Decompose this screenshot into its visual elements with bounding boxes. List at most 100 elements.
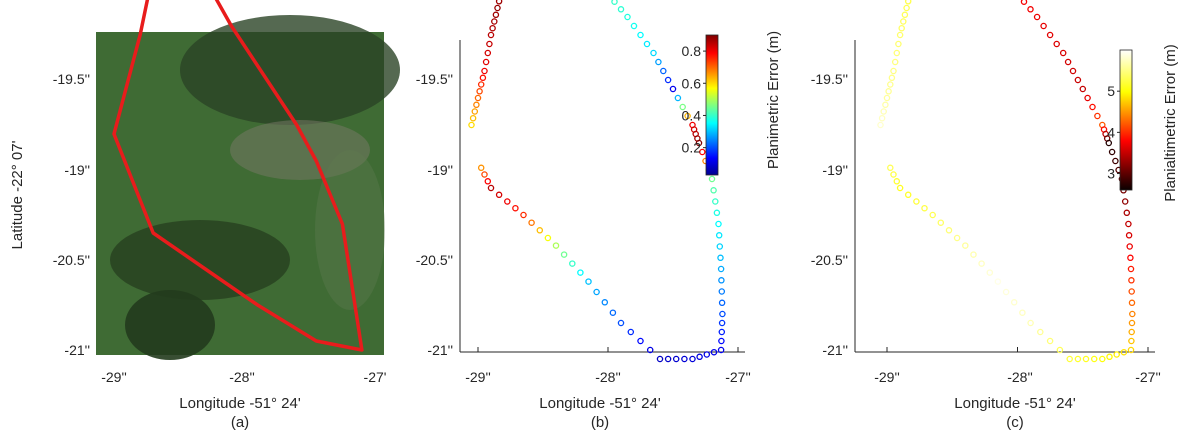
scatter-point bbox=[699, 148, 706, 156]
scatter-point bbox=[492, 11, 500, 19]
scatter-point bbox=[1046, 31, 1054, 39]
scatter-point bbox=[904, 191, 912, 199]
scatter-point bbox=[1002, 288, 1010, 296]
scatter-point bbox=[891, 58, 899, 66]
x-axis-a: -29'' -28'' -27' Longitude -51° 24' (a) bbox=[101, 369, 386, 431]
x-tick-label: -28'' bbox=[595, 369, 621, 385]
y-tick-label: -19.5'' bbox=[53, 71, 90, 87]
scatter-point bbox=[1106, 353, 1113, 361]
scatter-point bbox=[893, 49, 901, 57]
scatter-point bbox=[887, 81, 894, 88]
y-tick-label: -20.5'' bbox=[416, 252, 453, 268]
scatter-point bbox=[664, 355, 672, 363]
scatter-point bbox=[484, 49, 492, 57]
scatter-point bbox=[1069, 67, 1077, 75]
tick-marks-c bbox=[886, 347, 1149, 352]
y-tick-label: -20.5'' bbox=[811, 252, 848, 268]
x-tick-label: -27'' bbox=[1135, 369, 1161, 385]
scatter-point bbox=[1129, 310, 1136, 318]
scatter-point bbox=[1120, 348, 1128, 356]
x-tick-label: -28'' bbox=[229, 369, 255, 385]
y-tick-label: -20.5'' bbox=[53, 252, 90, 268]
panel-label: (c) bbox=[1006, 414, 1024, 431]
scatter-point bbox=[1010, 299, 1018, 306]
scatter-points-b bbox=[468, 0, 726, 363]
scatter-points-c bbox=[877, 0, 1136, 363]
scatter-point bbox=[710, 187, 717, 194]
scatter-point bbox=[491, 18, 498, 25]
y-tick-label: -19.5'' bbox=[416, 71, 453, 87]
scatter-point bbox=[898, 24, 905, 32]
colorbar-label: Planialtimetric Error (m) bbox=[1162, 44, 1179, 202]
scatter-point bbox=[882, 101, 889, 109]
scatter-point bbox=[1128, 328, 1135, 336]
scatter-point bbox=[1020, 0, 1028, 5]
scatter-point bbox=[896, 31, 904, 39]
scatter-point bbox=[1084, 94, 1091, 102]
scatter-point bbox=[536, 227, 544, 234]
y-tick-label: -19'' bbox=[822, 162, 848, 178]
scatter-point bbox=[994, 278, 1002, 285]
colorbar-label: Planimetric Error (m) bbox=[765, 31, 782, 169]
scatter-point bbox=[528, 219, 535, 226]
scatter-point bbox=[718, 277, 725, 284]
scatter-point bbox=[482, 58, 490, 66]
scatter-point bbox=[609, 309, 617, 316]
scatter-point bbox=[970, 251, 977, 258]
colorbar-tick-label: 0.8 bbox=[682, 43, 702, 59]
colorbar-tick-label: 5 bbox=[1107, 83, 1115, 99]
scatter-point bbox=[1112, 157, 1119, 165]
scatter-point bbox=[489, 24, 496, 32]
scatter-point bbox=[643, 40, 651, 48]
scatter-point bbox=[660, 67, 667, 75]
scatter-point bbox=[896, 184, 904, 192]
image-trees-bottom bbox=[125, 290, 215, 360]
scatter-point bbox=[504, 198, 511, 205]
image-road bbox=[315, 150, 385, 310]
scatter-point bbox=[1090, 355, 1098, 363]
scatter-point bbox=[637, 337, 644, 345]
scatter-point bbox=[986, 269, 994, 276]
scatter-point bbox=[468, 121, 475, 129]
scatter-point bbox=[1127, 254, 1134, 262]
y-axis-label: Latitude -22° 07' bbox=[9, 140, 26, 249]
y-axis-b: -19.5'' -19'' -20.5'' -21'' bbox=[416, 71, 453, 358]
scatter-point bbox=[1127, 265, 1135, 273]
scatter-point bbox=[1125, 232, 1133, 239]
scatter-point bbox=[674, 94, 682, 102]
scatter-point bbox=[1037, 328, 1044, 336]
scatter-point bbox=[650, 49, 657, 57]
scatter-point bbox=[560, 251, 568, 258]
scatter-point bbox=[1019, 309, 1026, 316]
scatter-point bbox=[717, 265, 725, 273]
scatter-point bbox=[520, 211, 527, 219]
colorbar-tick-label: 0.2 bbox=[682, 140, 702, 156]
scatter-point bbox=[888, 74, 896, 82]
scatter-point bbox=[484, 178, 492, 185]
scatter-point bbox=[696, 353, 703, 361]
scatter-point bbox=[1128, 319, 1136, 327]
scatter-point bbox=[883, 94, 891, 102]
scatter-point bbox=[715, 220, 722, 228]
gps-track-line bbox=[112, 0, 364, 352]
panel-b: -29'' -28'' -27'' Longitude -51° 24' (b)… bbox=[416, 0, 782, 431]
scatter-point bbox=[921, 204, 928, 212]
scatter-point bbox=[1099, 355, 1106, 363]
scatter-point bbox=[630, 22, 638, 30]
scatter-point bbox=[672, 355, 680, 363]
scatter-point bbox=[718, 337, 725, 345]
scatter-point bbox=[601, 299, 609, 306]
scatter-point bbox=[1108, 148, 1116, 156]
scatter-point bbox=[1064, 58, 1072, 66]
scatter-point bbox=[1066, 355, 1073, 363]
x-axis-b: -29'' -28'' -27'' Longitude -51° 24' (b) bbox=[465, 369, 751, 431]
scatter-point bbox=[637, 31, 644, 39]
scatter-point bbox=[708, 175, 716, 183]
scatter-point bbox=[1121, 198, 1129, 205]
scatter-point bbox=[646, 346, 654, 354]
scatter-point bbox=[585, 278, 592, 285]
scatter-point bbox=[1059, 49, 1067, 57]
x-tick-label: -27'' bbox=[725, 369, 751, 385]
scatter-point bbox=[476, 88, 483, 95]
scatter-point bbox=[479, 74, 487, 82]
